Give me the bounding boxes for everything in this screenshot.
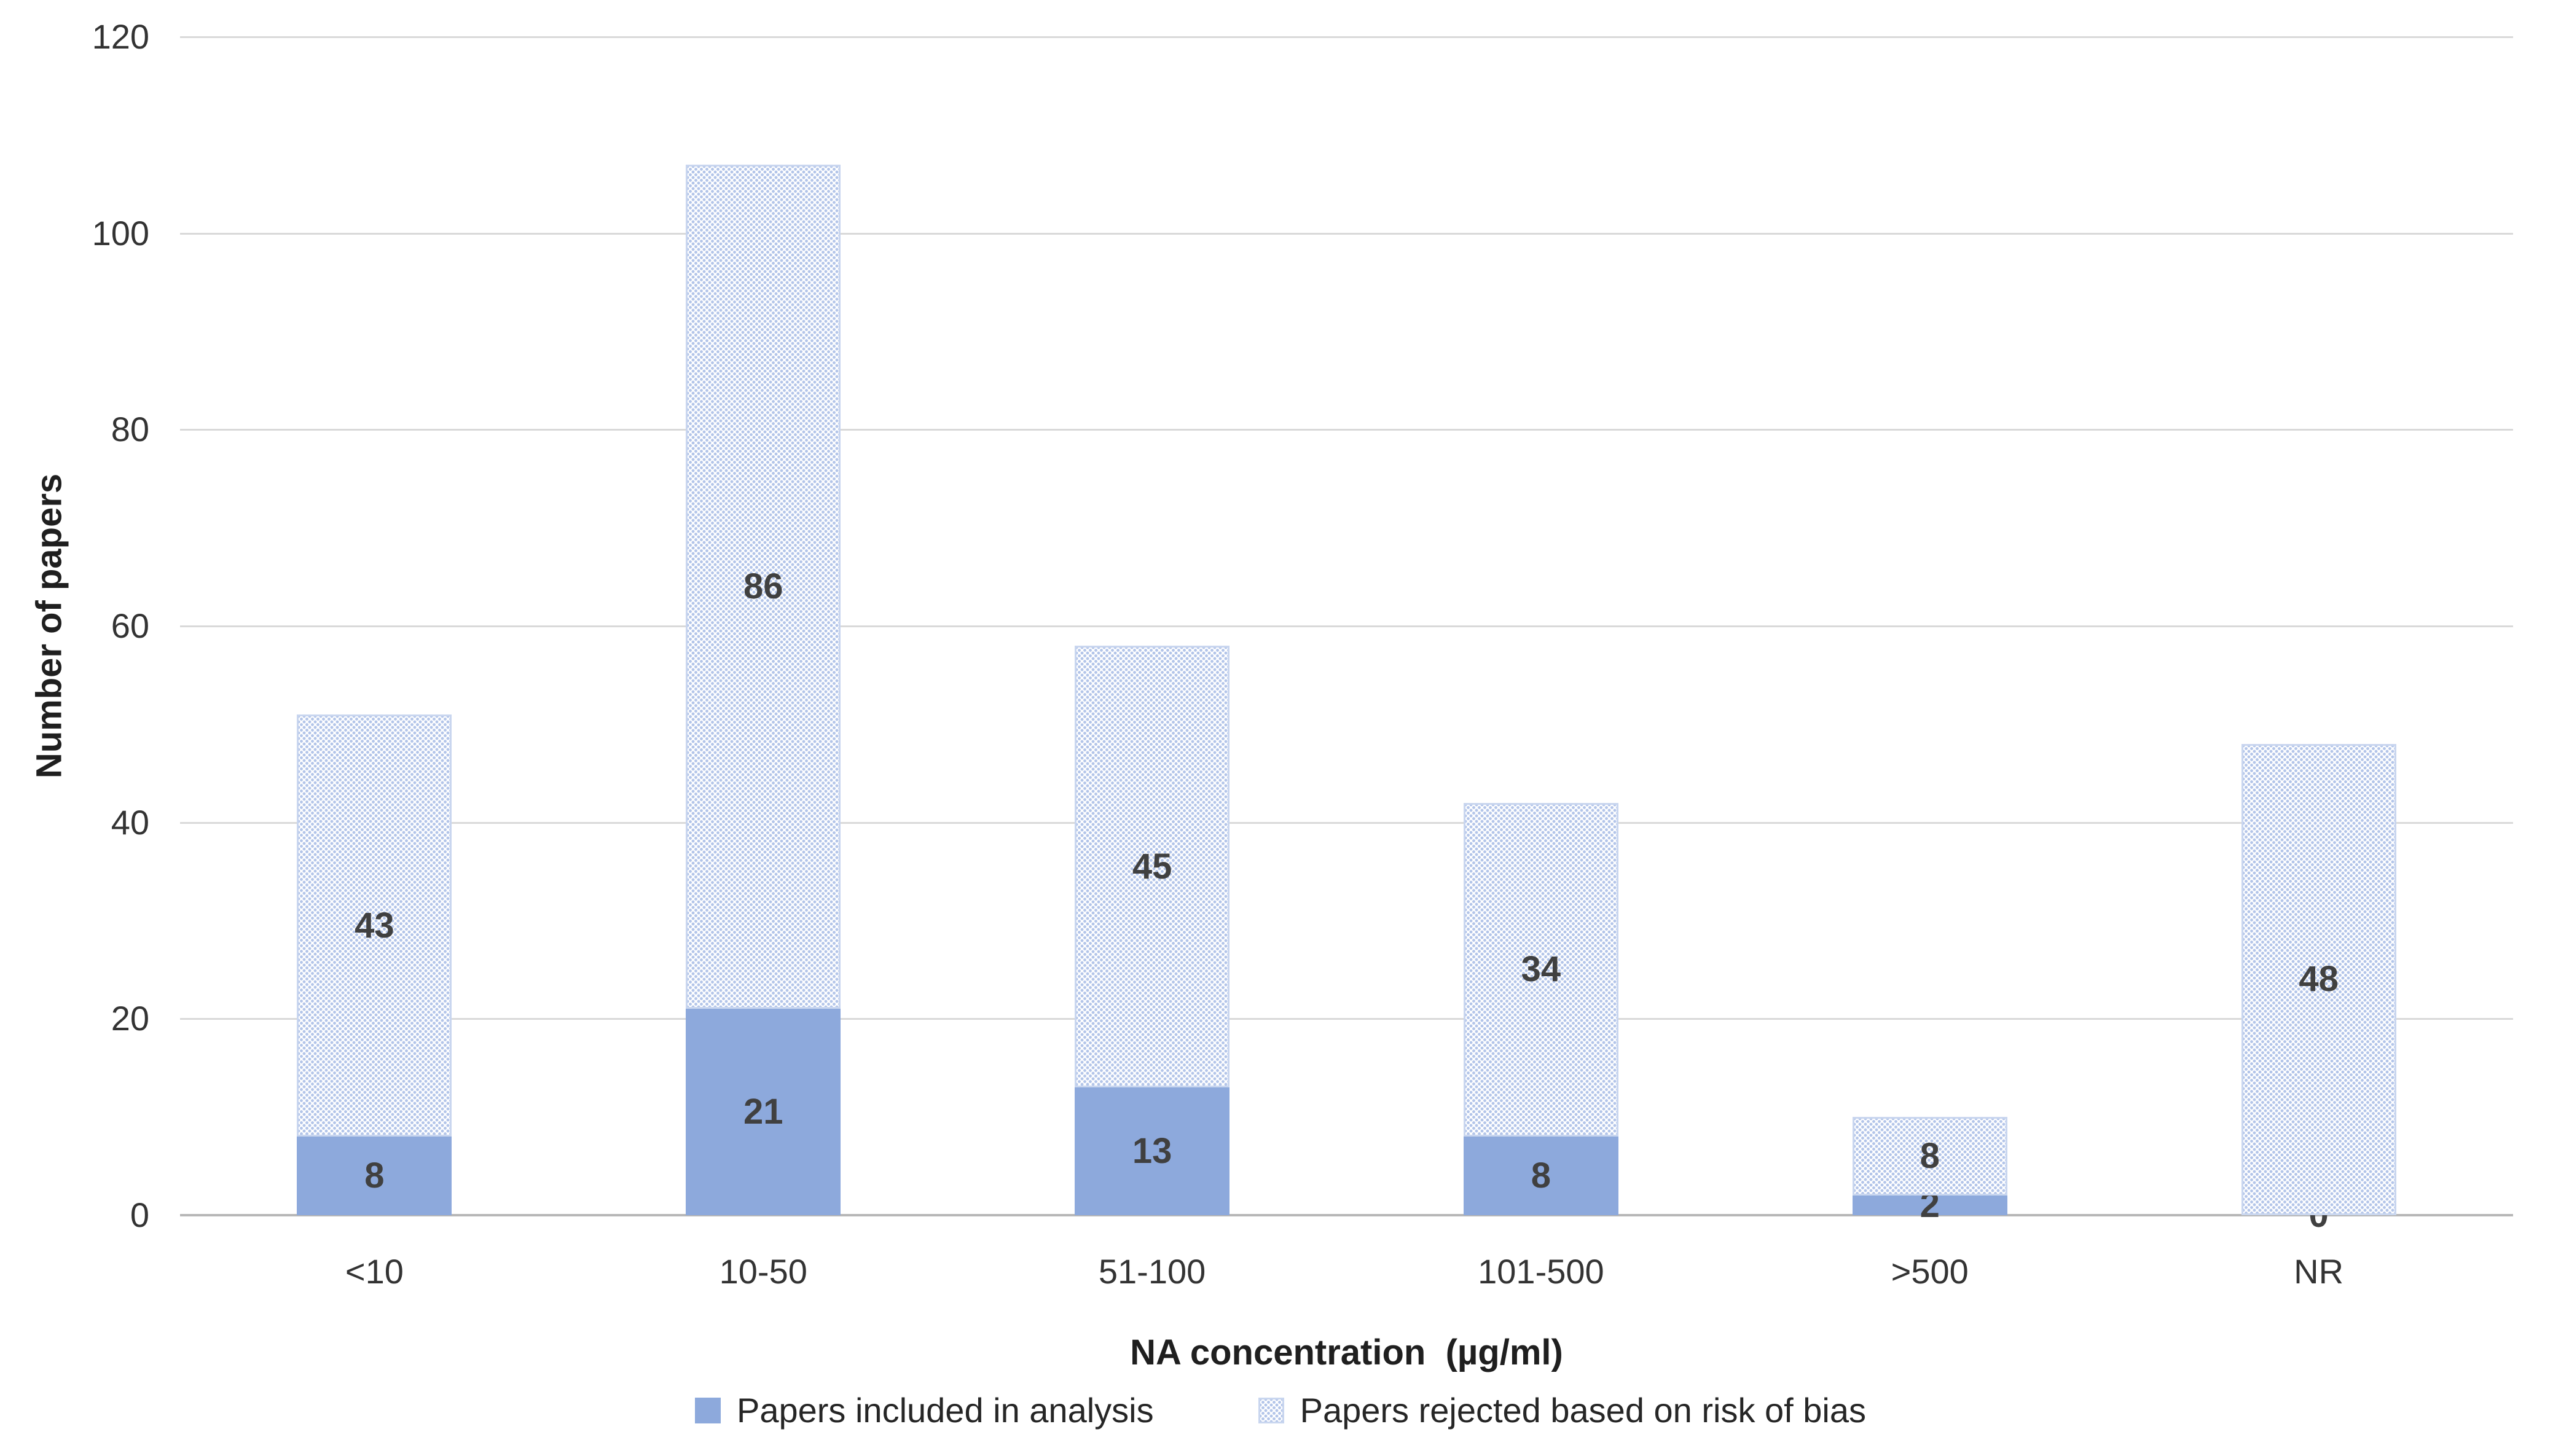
gridline (180, 1018, 2513, 1020)
bar-value-label-rejected: 34 (1521, 949, 1561, 990)
legend-swatch-rejected-icon (1258, 1398, 1284, 1423)
bar-segment-included: 8 (297, 1137, 452, 1215)
bar-value-label-rejected: 86 (743, 566, 783, 607)
legend-item-included: Papers included in analysis (694, 1391, 1154, 1430)
y-tick-label: 80 (111, 410, 149, 449)
legend: Papers included in analysis Papers rejec… (0, 1392, 2561, 1429)
legend-swatch-included-icon (694, 1398, 721, 1423)
legend-label-rejected: Papers rejected based on risk of bias (1300, 1391, 1867, 1430)
gridline (180, 429, 2513, 431)
gridline (180, 232, 2513, 235)
y-tick-label: 40 (111, 802, 149, 842)
legend-label-included: Papers included in analysis (736, 1391, 1154, 1430)
y-tick-label: 0 (130, 1196, 149, 1234)
gridline (180, 36, 2513, 38)
legend-item-rejected: Papers rejected based on risk of bias (1258, 1392, 1866, 1429)
bar-value-label-rejected: 43 (355, 905, 394, 945)
x-category-label: 51-100 (1098, 1252, 1206, 1291)
x-category-label: <10 (345, 1252, 404, 1291)
bar-segment-included: 21 (686, 1009, 841, 1215)
plot-area: 8432186134583428048 (180, 36, 2513, 1233)
bar-segment-rejected: 45 (1075, 645, 1230, 1088)
gridline (180, 821, 2513, 824)
bar-segment-included: 13 (1075, 1087, 1230, 1215)
y-tick-label: 120 (92, 17, 149, 56)
bar-segment-rejected: 86 (686, 164, 841, 1009)
bar-value-label-included: 21 (743, 1092, 783, 1132)
y-tick-label: 100 (92, 213, 149, 252)
bar-value-label-rejected: 48 (2299, 959, 2339, 1000)
gridline (180, 625, 2513, 627)
bar-segment-rejected: 8 (1852, 1117, 2007, 1196)
bar-segment-included: 2 (1852, 1188, 2007, 1223)
x-category-label: 101-500 (1478, 1252, 1604, 1291)
bar-value-label-included: 13 (1132, 1131, 1172, 1172)
x-axis-line (180, 1214, 2513, 1216)
bar-segment-rejected: 48 (2241, 743, 2396, 1215)
y-tick-label: 20 (111, 999, 149, 1038)
y-tick-label: 60 (111, 606, 149, 645)
x-axis-title: NA concentration (µg/ml) (1130, 1333, 1563, 1372)
bar-value-label-rejected: 8 (1920, 1136, 1940, 1176)
bar-value-label-rejected: 45 (1132, 846, 1172, 887)
bar-value-label-included: 8 (364, 1156, 385, 1196)
bar-segment-rejected: 43 (297, 714, 452, 1137)
bar-segment-included: 8 (1463, 1137, 1618, 1215)
x-category-label: >500 (1891, 1252, 1969, 1291)
x-category-label: NR (2294, 1252, 2344, 1291)
bar-segment-rejected: 34 (1463, 802, 1618, 1137)
bar-value-label-included: 8 (1531, 1156, 1551, 1196)
x-category-label: 10-50 (719, 1252, 807, 1291)
